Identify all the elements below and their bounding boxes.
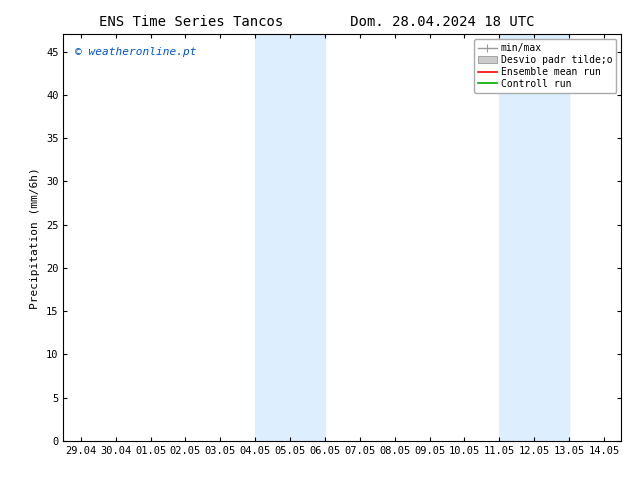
Text: © weatheronline.pt: © weatheronline.pt [75,47,196,56]
Text: ENS Time Series Tancos        Dom. 28.04.2024 18 UTC: ENS Time Series Tancos Dom. 28.04.2024 1… [100,15,534,29]
Y-axis label: Precipitation (mm/6h): Precipitation (mm/6h) [30,167,41,309]
Bar [255,34,325,441]
Legend: min/max, Desvio padr tilde;o, Ensemble mean run, Controll run: min/max, Desvio padr tilde;o, Ensemble m… [474,39,616,93]
Bar [500,34,569,441]
